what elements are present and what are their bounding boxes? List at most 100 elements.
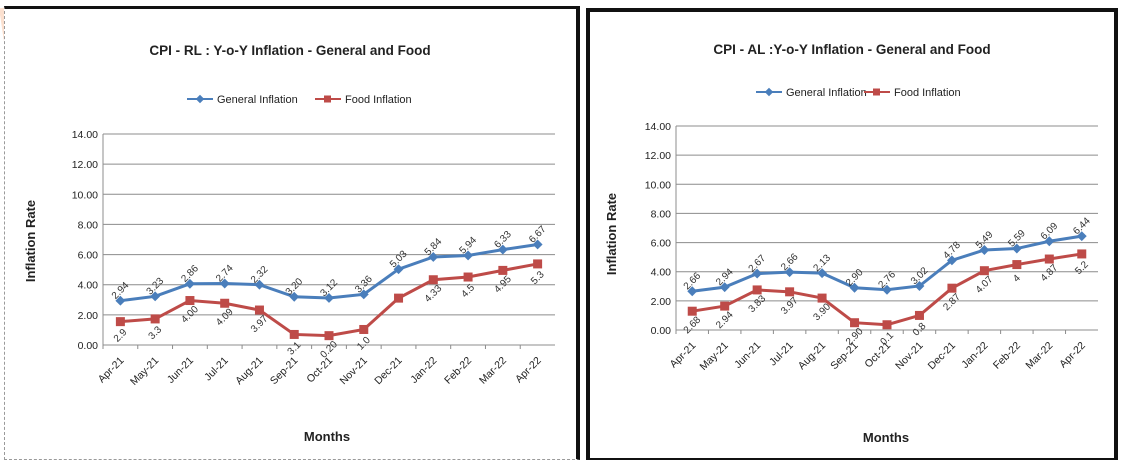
- data-point-general: [882, 284, 892, 295]
- y-tick-label: 4.00: [651, 267, 672, 279]
- data-label-food: 4.87: [1039, 262, 1061, 284]
- data-point-food: [359, 324, 369, 334]
- chart-cpi-al: CPI - AL :Y-o-Y Inflation - General and …: [604, 42, 1098, 445]
- data-point-general: [428, 252, 439, 262]
- x-tick-label: Feb-22: [442, 355, 474, 387]
- x-tick-label: Jun-21: [732, 340, 763, 371]
- data-point-general: [324, 293, 334, 303]
- data-label-food: 5.2: [1073, 259, 1091, 277]
- y-tick-label: 0.00: [651, 325, 672, 337]
- legend-marker-general: [195, 94, 205, 104]
- data-label-food: 4.09: [214, 306, 236, 328]
- data-point-food: [850, 318, 860, 328]
- x-tick-label: Aug-21: [796, 340, 829, 373]
- data-label-general: 2.32: [249, 264, 271, 286]
- data-point-food: [533, 259, 543, 269]
- legend-label-general: General Inflation: [217, 94, 298, 106]
- y-tick-label: 14.00: [72, 129, 98, 141]
- data-label-general: 6.44: [1071, 215, 1093, 237]
- data-label-food: 4: [1011, 273, 1023, 285]
- data-label-general: 3.20: [284, 276, 306, 298]
- data-label-food: 1.0: [355, 335, 373, 353]
- x-tick-label: Apr-21: [668, 340, 699, 371]
- data-point-food: [914, 310, 924, 320]
- data-label-food: 2.94: [714, 309, 736, 331]
- x-tick-label: Mar-22: [477, 355, 509, 387]
- data-label-food: 2.68: [682, 314, 704, 336]
- data-label-food: 0.8: [911, 321, 929, 339]
- data-point-food: [1012, 260, 1022, 270]
- data-label-food: 2.9: [112, 327, 130, 345]
- y-tick-label: 8.00: [78, 219, 99, 231]
- data-point-general: [150, 291, 161, 302]
- x-tick-label: Apr-21: [96, 355, 127, 386]
- data-label-food: 3.97: [779, 295, 801, 317]
- x-tick-label: Nov-21: [893, 340, 926, 373]
- x-tick-label: May-21: [698, 340, 731, 373]
- data-point-food: [720, 301, 730, 311]
- data-label-food: 3.1: [286, 340, 304, 358]
- data-point-food: [185, 296, 195, 306]
- data-point-food: [1077, 249, 1087, 259]
- y-tick-label: 6.00: [651, 238, 672, 250]
- y-tick-label: 14.00: [645, 121, 671, 133]
- data-point-food: [289, 329, 299, 339]
- data-point-food: [394, 293, 404, 303]
- x-tick-label: Apr-22: [513, 355, 544, 386]
- data-point-food: [220, 298, 230, 308]
- y-tick-label: 12.00: [645, 150, 671, 162]
- data-point-general: [532, 239, 543, 250]
- data-point-food: [1044, 254, 1054, 264]
- y-axis-title: Inflation Rate: [23, 200, 38, 282]
- x-tick-label: Apr-22: [1057, 340, 1088, 371]
- chart-cpi-rl: CPI - RL : Y-o-Y Inflation - General and…: [23, 43, 555, 444]
- x-tick-label: Oct-21: [304, 355, 335, 386]
- y-tick-label: 10.00: [645, 179, 671, 191]
- data-label-general: 2.86: [179, 263, 201, 285]
- data-label-food: 3.83: [747, 293, 769, 315]
- y-tick-label: 10.00: [72, 189, 98, 201]
- chart-panel-cpi-al: CPI - AL :Y-o-Y Inflation - General and …: [586, 8, 1118, 460]
- x-tick-label: Dec-21: [372, 355, 405, 388]
- chart-title: CPI - AL :Y-o-Y Inflation - General and …: [713, 42, 990, 57]
- plot-area: 0.00 2.00 4.00 6.00 8.00 10.00 12.00 14.00 Apr-2…: [645, 121, 1098, 373]
- data-point-food: [979, 266, 989, 276]
- data-label-food: 0.20: [318, 339, 340, 361]
- y-tick-label: 4.00: [78, 280, 99, 292]
- data-point-general: [687, 286, 698, 297]
- data-label-food: 2.90: [844, 326, 866, 348]
- legend-label-food: Food Inflation: [894, 87, 961, 99]
- plot-area: 0.00 2.00 4.00 6.00 8.00 10.00 12.00 14.00 Apr-2…: [72, 129, 555, 388]
- x-tick-label: Jan-22: [959, 340, 990, 371]
- data-point-food: [882, 320, 892, 330]
- x-tick-label: Aug-21: [233, 355, 266, 388]
- data-point-food: [150, 314, 160, 324]
- y-tick-label: 8.00: [651, 208, 672, 220]
- x-tick-label: Mar-22: [1023, 340, 1055, 372]
- data-point-food: [687, 306, 697, 316]
- x-tick-label: May-21: [128, 355, 161, 388]
- data-point-food: [324, 331, 334, 341]
- data-label-general: 3.36: [353, 274, 375, 296]
- legend-marker-food: [324, 95, 331, 103]
- x-tick-label: Sep-21: [828, 340, 861, 373]
- data-point-general: [1011, 243, 1022, 254]
- legend-label-general: General Inflation: [786, 87, 867, 99]
- legend-marker-food: [873, 88, 880, 96]
- data-point-food: [254, 305, 264, 315]
- data-label-food: 4.07: [974, 274, 996, 296]
- data-point-general: [219, 278, 230, 289]
- data-point-food: [428, 275, 438, 285]
- legend: General Inflation Food Inflation: [187, 94, 412, 106]
- x-tick-label: Jul-21: [202, 355, 231, 384]
- data-label-food: 3.3: [147, 324, 165, 342]
- data-point-general: [849, 282, 860, 293]
- data-point-food: [947, 283, 957, 293]
- data-point-food: [115, 317, 125, 327]
- x-tick-label: Jun-21: [165, 355, 196, 386]
- x-tick-label: Sep-21: [268, 355, 301, 388]
- data-point-general: [358, 289, 369, 300]
- data-point-general: [393, 264, 404, 275]
- data-point-general: [914, 281, 925, 291]
- data-point-food: [463, 272, 473, 282]
